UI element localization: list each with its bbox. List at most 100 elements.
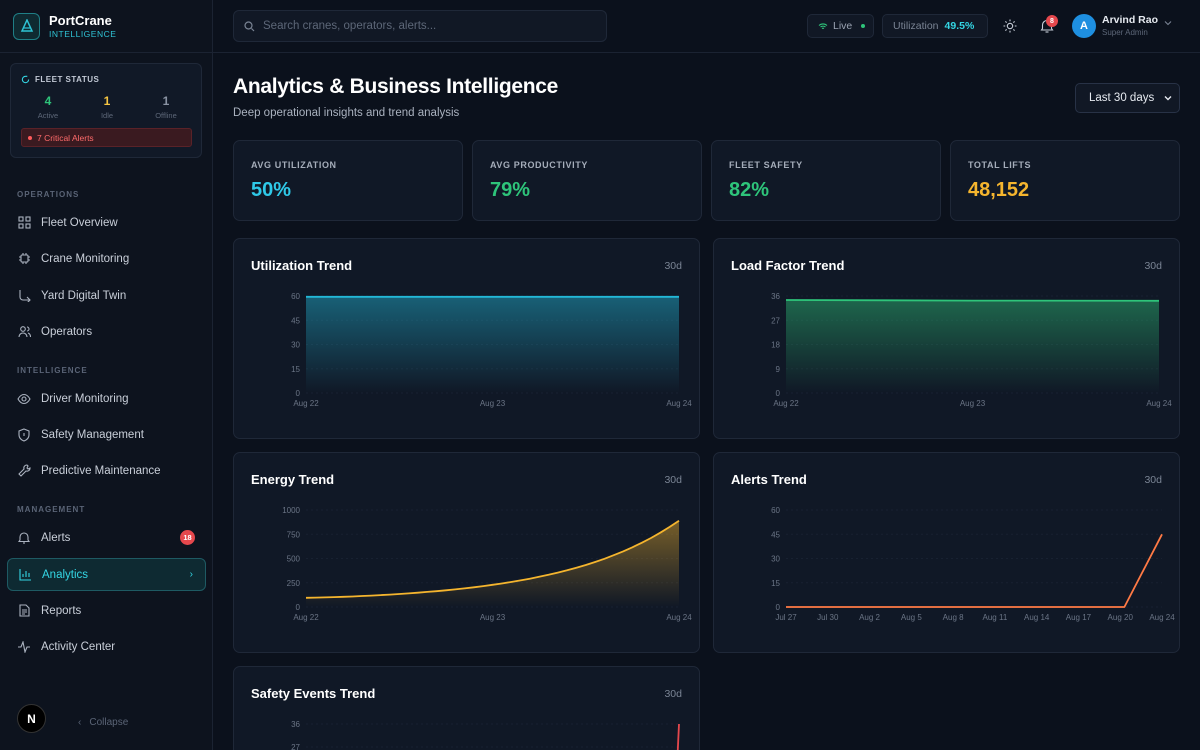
chart-title: Utilization Trend bbox=[251, 258, 353, 273]
safety-events-trend-chart: 36 27 bbox=[291, 720, 680, 750]
grid-icon bbox=[17, 216, 31, 230]
y-tick-label: 0 bbox=[776, 389, 781, 398]
chart-card-utilization-trend: Utilization Trend 30d 60 45 30 15 0 Aug 22 Aug… bbox=[233, 238, 700, 439]
fleet-active-stat: 4 Active bbox=[23, 94, 73, 120]
offline-count: 1 bbox=[162, 94, 170, 108]
sidebar-item-label: Activity Center bbox=[41, 640, 116, 653]
series-line bbox=[785, 299, 1160, 302]
page-subtitle: Deep operational insights and trend anal… bbox=[233, 107, 460, 119]
fleet-status-title: FLEET STATUS bbox=[21, 75, 99, 84]
page-title: Analytics & Business Intelligence bbox=[233, 75, 559, 98]
users-icon bbox=[17, 325, 31, 339]
bell-icon bbox=[17, 531, 31, 545]
chart-card-load-factor-trend: Load Factor Trend 30d 36 27 18 9 0 Aug 22 Aug … bbox=[713, 238, 1180, 439]
y-tick-label: 36 bbox=[771, 292, 780, 301]
sidebar-item-fleet-overview[interactable]: Fleet Overview bbox=[7, 206, 206, 239]
series-area bbox=[786, 300, 1159, 393]
chevron-down-icon[interactable] bbox=[1164, 20, 1172, 26]
kpi-card-avg-productivity: AVG PRODUCTIVITY 79% bbox=[472, 140, 702, 221]
portcrane-logo-icon bbox=[13, 12, 40, 40]
brand-subtitle: INTELLIGENCE bbox=[49, 28, 117, 39]
y-tick-label: 9 bbox=[776, 365, 781, 374]
sidebar-item-crane-monitoring[interactable]: Crane Monitoring bbox=[7, 242, 206, 275]
active-count: 4 bbox=[44, 94, 52, 108]
alerts-count-badge: 18 bbox=[180, 530, 195, 545]
sidebar-item-driver-monitoring[interactable]: Driver Monitoring bbox=[7, 382, 206, 415]
brand[interactable]: PortCrane INTELLIGENCE bbox=[0, 0, 212, 53]
kpi-card-fleet-safety: FLEET SAFETY 82% bbox=[711, 140, 941, 221]
sidebar-item-yard-digital-twin[interactable]: Yard Digital Twin bbox=[7, 279, 206, 312]
sidebar-item-label: Predictive Maintenance bbox=[41, 464, 161, 477]
y-tick-label: 30 bbox=[291, 341, 300, 350]
sidebar-item-activity-center[interactable]: Activity Center bbox=[7, 630, 206, 663]
active-label: Active bbox=[37, 111, 59, 120]
y-tick-label: 30 bbox=[771, 555, 780, 564]
x-tick-label: Aug 8 bbox=[943, 613, 964, 622]
user-avatar[interactable]: A bbox=[1072, 14, 1096, 38]
y-tick-label: 60 bbox=[291, 292, 300, 301]
sidebar-item-predictive-maintenance[interactable]: Predictive Maintenance bbox=[7, 454, 206, 487]
chart-range: 30d bbox=[1144, 474, 1162, 486]
collapse-button[interactable]: ‹ Collapse bbox=[78, 717, 129, 728]
y-tick-label: 15 bbox=[771, 579, 780, 588]
sidebar-item-label: Operators bbox=[41, 325, 93, 338]
sidebar-item-operators[interactable]: Operators bbox=[7, 315, 206, 348]
chart-title: Alerts Trend bbox=[731, 472, 807, 487]
x-tick-label: Aug 2 bbox=[859, 613, 880, 622]
critical-alerts-banner[interactable]: 7 Critical Alerts bbox=[21, 128, 192, 147]
live-indicator[interactable]: Live bbox=[807, 14, 874, 38]
search-box[interactable] bbox=[233, 10, 607, 42]
chart-card-safety-events-trend: Safety Events Trend 30d 36 27 bbox=[233, 666, 700, 750]
x-tick-label: Aug 17 bbox=[1066, 613, 1092, 622]
y-tick-label: 250 bbox=[287, 579, 301, 588]
kpi-card-avg-utilization: AVG UTILIZATION 50% bbox=[233, 140, 463, 221]
chart-card-alerts-trend: Alerts Trend 30d 60 45 30 15 0 Jul 27 Jul 30 Au… bbox=[713, 452, 1180, 653]
date-range-select[interactable]: Last 30 days bbox=[1075, 83, 1180, 113]
sidebar-item-label: Safety Management bbox=[41, 428, 144, 441]
series-line bbox=[786, 533, 1163, 608]
sidebar-item-reports[interactable]: Reports bbox=[7, 594, 206, 627]
chevron-right-icon: › bbox=[189, 569, 193, 580]
chevron-left-icon: ‹ bbox=[78, 717, 82, 728]
section-operations: OPERATIONS bbox=[17, 190, 80, 199]
refresh-icon bbox=[21, 75, 30, 84]
series-area bbox=[306, 296, 679, 393]
kpi-label: FLEET SAFETY bbox=[729, 160, 803, 170]
idle-label: Idle bbox=[100, 111, 114, 120]
chart-range: 30d bbox=[1144, 260, 1162, 272]
series-area bbox=[786, 534, 1162, 607]
user-role: Super Admin bbox=[1102, 28, 1148, 37]
chart-title: Safety Events Trend bbox=[251, 686, 376, 701]
workspace-avatar[interactable]: N bbox=[17, 704, 46, 733]
critical-dot-icon bbox=[28, 135, 32, 140]
kpi-value: 50% bbox=[251, 179, 292, 201]
search-input[interactable] bbox=[263, 20, 583, 32]
theme-toggle-sun-icon[interactable] bbox=[1003, 19, 1017, 33]
series-line bbox=[305, 519, 680, 599]
chart-range: 30d bbox=[664, 260, 682, 272]
x-tick-label: Aug 24 bbox=[666, 613, 692, 622]
series-area bbox=[306, 520, 679, 607]
sidebar-item-safety-management[interactable]: Safety Management bbox=[7, 418, 206, 451]
sidebar-item-alerts[interactable]: Alerts 18 bbox=[7, 521, 206, 554]
x-tick-label: Aug 5 bbox=[901, 613, 922, 622]
x-tick-label: Aug 14 bbox=[1024, 613, 1050, 622]
sidebar-item-label: Crane Monitoring bbox=[41, 252, 130, 265]
utilization-value: 49.5% bbox=[944, 20, 975, 32]
fleet-offline-stat: 1 Offline bbox=[141, 94, 191, 120]
route-icon bbox=[17, 289, 31, 303]
y-tick-label: 0 bbox=[296, 389, 301, 398]
y-tick-label: 45 bbox=[291, 316, 300, 325]
x-tick-label: Aug 22 bbox=[773, 399, 799, 408]
sidebar-item-analytics[interactable]: Analytics › bbox=[7, 558, 206, 591]
user-name[interactable]: Arvind Rao bbox=[1102, 14, 1159, 26]
y-tick-label: 36 bbox=[291, 720, 300, 729]
y-tick-label: 60 bbox=[771, 506, 780, 515]
wrench-icon bbox=[17, 464, 31, 478]
x-tick-label: Aug 22 bbox=[293, 613, 319, 622]
y-tick-label: 0 bbox=[296, 603, 301, 612]
y-tick-label: 27 bbox=[771, 316, 780, 325]
brand-name: PortCrane bbox=[49, 12, 112, 28]
sidebar-item-label: Yard Digital Twin bbox=[41, 289, 127, 302]
